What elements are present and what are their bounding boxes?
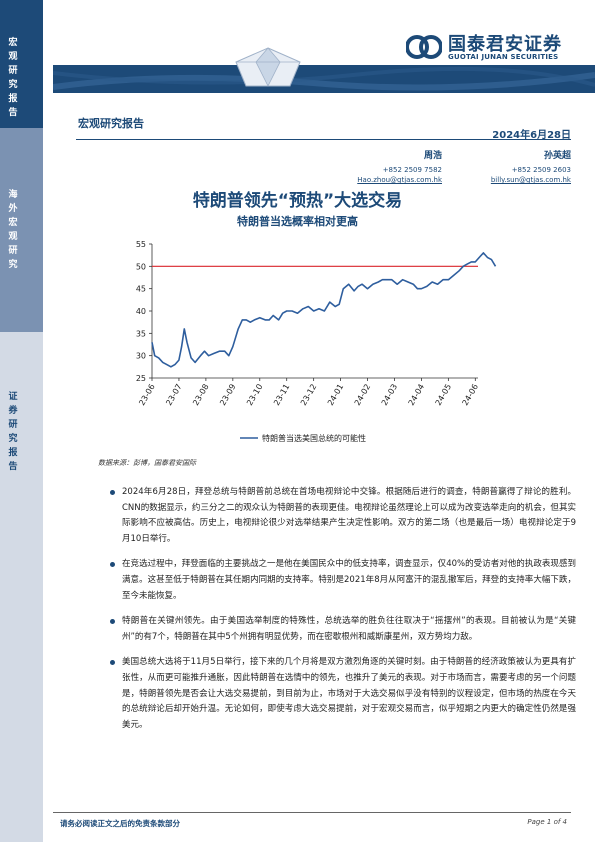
series-line: [151, 252, 497, 368]
header-rule: [76, 139, 571, 140]
x-tick-label: 24-03: [380, 383, 399, 408]
bullet-item: 2024年6月28日，拜登总统与特朗普前总统在首场电视辩论中交锋。根据随后进行的…: [110, 485, 576, 547]
x-tick-label: 23-12: [299, 383, 318, 408]
sidebar-label-macro-report: 宏观研究报告: [8, 38, 18, 118]
footer-disclaimer: 请务必阅读正文之后的免责条款部分: [60, 819, 180, 828]
x-tick-label: 23-11: [272, 383, 291, 408]
y-tick-label: 30: [136, 352, 146, 361]
analyst-name: 孙英超: [543, 151, 571, 161]
analyst-email[interactable]: billy.sun@gtjas.com.hk: [490, 176, 571, 184]
bullet-dot-icon: [110, 490, 115, 495]
bullet-list: 2024年6月28日，拜登总统与特朗普前总统在首场电视辩论中交锋。根据随后进行的…: [110, 485, 576, 743]
sidebar-label-securities-report: 证券研究报告: [8, 392, 18, 472]
y-tick-label: 50: [136, 262, 146, 271]
analyst-phone: +852 2509 2603: [511, 166, 571, 174]
banner-pattern: [53, 66, 595, 91]
bullet-item: 特朗普在关键州领先。由于美国选举制度的特殊性，总统选举的胜负往往取决于“摇摆州”…: [110, 614, 576, 645]
y-tick-label: 25: [136, 374, 146, 383]
sidebar-label-overseas-macro: 海外宏观研究: [8, 190, 18, 270]
bullet-text: 在竞选过程中，拜登面临的主要挑战之一是他在美国民众中的低支持率，调查显示，仅40…: [122, 559, 576, 601]
header-banner: [53, 65, 595, 93]
y-tick-label: 35: [136, 329, 146, 338]
y-tick-label: 55: [136, 240, 146, 249]
x-tick-label: 23-08: [191, 383, 210, 408]
legend-label: 特朗普当选美国总统的可能性: [262, 433, 366, 443]
footer-rule: [53, 812, 571, 813]
bullet-text: 特朗普在关键州领先。由于美国选举制度的特殊性，总统选举的胜负往往取决于“摇摆州”…: [122, 616, 576, 642]
x-tick-label: 23-06: [137, 383, 156, 408]
bullet-dot-icon: [110, 660, 115, 666]
analyst-phone: +852 2509 7582: [382, 166, 442, 174]
x-tick-label: 24-02: [353, 383, 372, 408]
page-number: Page 1 of 4: [527, 818, 567, 826]
x-tick-label: 23-07: [164, 383, 183, 408]
sidebar-band-middle: [0, 128, 43, 332]
logo-mark-icon: [406, 35, 442, 59]
logo-name-en: GUOTAI JUNAN SECURITIES: [448, 53, 559, 61]
data-source: 数据来源：彭博，国泰君安国际: [98, 459, 196, 467]
report-title: 特朗普领先“预热”大选交易: [192, 191, 403, 211]
bullet-dot-icon: [110, 619, 115, 625]
analyst-name: 周浩: [423, 151, 442, 161]
company-logo: 国泰君安证券 GUOTAI JUNAN SECURITIES: [406, 30, 576, 70]
bullet-dot-icon: [110, 562, 115, 568]
x-tick-label: 24-06: [461, 383, 480, 408]
analyst-email[interactable]: Hao.zhou@gtjas.com.hk: [357, 176, 442, 184]
x-tick-label: 24-04: [407, 383, 426, 408]
report-subtitle: 特朗普当选概率相对更高: [237, 215, 358, 228]
bullet-item: 美国总统大选将于11月5日举行，接下来的几个月将是双方激烈角逐的关键时刻。由于特…: [110, 655, 576, 733]
x-tick-label: 24-01: [326, 383, 345, 408]
report-date: 2024年6月28日: [492, 130, 571, 141]
chart-svg: 25 30 35 40 45 50 55 23-06 23-07 23-08 23-09 23-10 2…: [136, 240, 497, 443]
y-tick-label: 40: [136, 307, 146, 316]
probability-line-chart: 25 30 35 40 45 50 55 23-06 23-07 23-08 23-09 23-10 2…: [120, 236, 497, 450]
bullet-text: 2024年6月28日，拜登总统与特朗普前总统在首场电视辩论中交锋。根据随后进行的…: [122, 487, 576, 544]
x-tick-label: 24-05: [434, 383, 453, 408]
x-tick-label: 23-09: [218, 383, 237, 408]
sidebar-band-bottom: [0, 332, 43, 842]
sidebar-band-top: [0, 0, 43, 128]
analyst-card: 周浩 +852 2509 7582 Hao.zhou@gtjas.com.hk: [357, 150, 442, 185]
crystal-graphic-icon: [235, 47, 301, 87]
bullet-text: 美国总统大选将于11月5日举行，接下来的几个月将是双方激烈角逐的关键时刻。由于特…: [122, 657, 576, 730]
logo-name-cn: 国泰君安证券: [448, 34, 562, 55]
analyst-card: 孙英超 +852 2509 2603 billy.sun@gtjas.com.h…: [491, 150, 571, 185]
report-type: 宏观研究报告: [78, 117, 144, 130]
bullet-item: 在竞选过程中，拜登面临的主要挑战之一是他在美国民众中的低支持率，调查显示，仅40…: [110, 557, 576, 604]
y-tick-label: 45: [136, 285, 146, 294]
x-tick-label: 23-10: [245, 383, 264, 408]
